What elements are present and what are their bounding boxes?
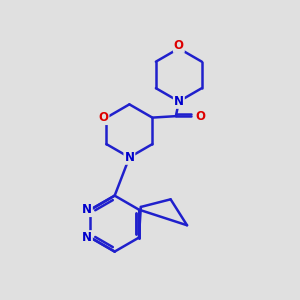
Text: N: N [82,203,92,216]
Text: O: O [98,111,109,124]
Text: O: O [195,110,205,123]
Text: N: N [174,95,184,108]
Text: O: O [174,39,184,52]
Text: N: N [124,151,134,164]
Text: N: N [82,231,92,244]
